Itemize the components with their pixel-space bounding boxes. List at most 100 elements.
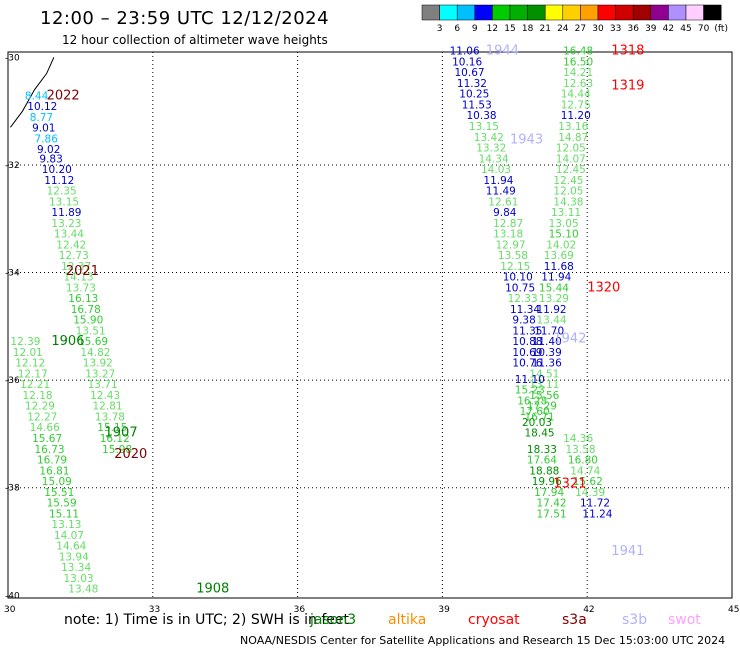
wave-height-point[interactable]: 11.89 bbox=[51, 207, 81, 219]
pass-label[interactable]: 2021 bbox=[66, 264, 99, 279]
wave-height-point[interactable]: 12.97 bbox=[496, 239, 526, 251]
wave-height-point[interactable]: 13.23 bbox=[51, 218, 81, 230]
wave-height-point[interactable]: 16.79 bbox=[37, 455, 67, 467]
wave-height-point[interactable]: 11.24 bbox=[582, 508, 612, 520]
wave-height-point[interactable]: 14.87 bbox=[558, 132, 588, 144]
wave-height-point[interactable]: 14.74 bbox=[570, 465, 600, 477]
wave-height-point[interactable]: 13.11 bbox=[529, 379, 559, 391]
wave-height-point[interactable]: 11.70 bbox=[534, 325, 564, 337]
pass-label[interactable]: 1906 bbox=[51, 334, 84, 349]
wave-height-point[interactable]: 16.12 bbox=[100, 433, 130, 445]
wave-height-point[interactable]: 14.64 bbox=[56, 541, 86, 553]
wave-height-point[interactable]: 15.56 bbox=[529, 390, 559, 402]
wave-height-point[interactable]: 16.28 bbox=[517, 395, 547, 407]
wave-height-point[interactable]: 12.29 bbox=[25, 401, 55, 413]
wave-height-point[interactable]: 10.12 bbox=[27, 101, 57, 113]
wave-height-point[interactable]: 11.35 bbox=[512, 325, 542, 337]
wave-height-point[interactable]: 11.40 bbox=[532, 336, 562, 348]
wave-height-point[interactable]: 18.88 bbox=[529, 465, 559, 477]
pass-label[interactable]: 1907 bbox=[105, 426, 138, 441]
wave-height-point[interactable]: 11.06 bbox=[450, 46, 480, 58]
wave-height-point[interactable]: 15.51 bbox=[44, 487, 74, 499]
wave-height-point[interactable]: 15.69 bbox=[78, 336, 108, 348]
wave-height-point[interactable]: 9.38 bbox=[512, 315, 535, 327]
wave-height-point[interactable]: 15.62 bbox=[573, 476, 603, 488]
wave-height-point[interactable]: 10.76 bbox=[512, 358, 542, 370]
wave-height-point[interactable]: 17.42 bbox=[537, 498, 567, 510]
wave-height-point[interactable]: 11.68 bbox=[544, 261, 574, 273]
pass-label[interactable]: 1321 bbox=[553, 477, 586, 492]
wave-height-point[interactable]: 16.78 bbox=[71, 304, 101, 316]
wave-height-point[interactable]: 11.36 bbox=[532, 358, 562, 370]
wave-height-point[interactable]: 13.71 bbox=[88, 379, 118, 391]
wave-height-point[interactable]: 9.84 bbox=[493, 207, 517, 219]
wave-height-point[interactable]: 14.66 bbox=[30, 422, 60, 434]
wave-height-point[interactable]: 13.44 bbox=[54, 229, 84, 241]
wave-height-point[interactable]: 14.39 bbox=[575, 487, 605, 499]
wave-height-point[interactable]: 14.13 bbox=[64, 272, 94, 284]
wave-height-point[interactable]: 11.92 bbox=[537, 304, 567, 316]
wave-height-point[interactable]: 10.67 bbox=[455, 67, 485, 79]
wave-height-point[interactable]: 15.15 bbox=[97, 422, 127, 434]
wave-height-point[interactable]: 12.33 bbox=[508, 293, 538, 305]
wave-height-point[interactable]: 13.27 bbox=[85, 368, 115, 380]
wave-height-point[interactable]: 10.16 bbox=[452, 56, 482, 68]
wave-height-point[interactable]: 17.51 bbox=[537, 508, 567, 520]
wave-height-point[interactable]: 15.23 bbox=[515, 385, 545, 397]
wave-height-point[interactable]: 12.42 bbox=[56, 239, 86, 251]
wave-height-point[interactable]: 13.48 bbox=[68, 584, 98, 596]
wave-height-point[interactable]: 13.13 bbox=[51, 519, 81, 531]
wave-height-point[interactable]: 16.81 bbox=[39, 465, 69, 477]
wave-height-point[interactable]: 18.45 bbox=[525, 428, 555, 440]
wave-height-point[interactable]: 11.32 bbox=[457, 78, 487, 90]
wave-height-point[interactable]: 16.13 bbox=[68, 293, 98, 305]
wave-height-point[interactable]: 16.50 bbox=[563, 56, 593, 68]
wave-height-point[interactable]: 12.61 bbox=[488, 196, 518, 208]
wave-height-point[interactable]: 14.51 bbox=[529, 368, 559, 380]
pass-label[interactable]: 1318 bbox=[611, 44, 644, 59]
wave-height-point[interactable]: 12.87 bbox=[493, 218, 523, 230]
wave-height-point[interactable]: 14.07 bbox=[54, 530, 84, 542]
wave-height-point[interactable]: 13.32 bbox=[476, 143, 506, 155]
wave-height-point[interactable]: 12.05 bbox=[553, 186, 583, 198]
wave-height-point[interactable]: 11.10 bbox=[515, 374, 545, 386]
pass-label[interactable]: 1942 bbox=[553, 332, 586, 347]
wave-height-point[interactable]: 13.15 bbox=[49, 196, 79, 208]
wave-height-point[interactable]: 12.45 bbox=[556, 164, 586, 176]
wave-height-point[interactable]: 12.39 bbox=[10, 336, 40, 348]
wave-height-point[interactable]: 13.58 bbox=[498, 250, 528, 262]
wave-height-point[interactable]: 14.38 bbox=[553, 196, 583, 208]
wave-height-point[interactable]: 12.01 bbox=[13, 347, 43, 359]
wave-height-point[interactable]: 13.16 bbox=[558, 121, 588, 133]
wave-height-point[interactable]: 12.37 bbox=[61, 261, 91, 273]
wave-height-point[interactable]: 13.15 bbox=[469, 121, 499, 133]
wave-height-point[interactable]: 11.20 bbox=[561, 110, 591, 122]
wave-height-point[interactable]: 15.98 bbox=[102, 444, 132, 456]
wave-height-point[interactable]: 14.03 bbox=[481, 164, 511, 176]
wave-height-point[interactable]: 15.44 bbox=[539, 282, 569, 294]
wave-height-point[interactable]: 12.35 bbox=[47, 186, 77, 198]
wave-height-point[interactable]: 12.18 bbox=[23, 390, 53, 402]
wave-height-point[interactable]: 10.39 bbox=[532, 347, 562, 359]
wave-height-point[interactable]: 10.25 bbox=[459, 89, 489, 101]
wave-height-point[interactable]: 14.36 bbox=[563, 433, 593, 445]
wave-height-point[interactable]: 15.90 bbox=[73, 315, 103, 327]
wave-height-point[interactable]: 13.78 bbox=[95, 412, 125, 424]
wave-height-point[interactable]: 16.73 bbox=[35, 444, 65, 456]
wave-height-point[interactable]: 13.92 bbox=[83, 358, 113, 370]
wave-height-point[interactable]: 10.88 bbox=[512, 336, 542, 348]
wave-height-point[interactable]: 14.44 bbox=[561, 89, 591, 101]
wave-height-point[interactable]: 12.05 bbox=[556, 143, 586, 155]
wave-height-point[interactable]: 15.09 bbox=[42, 476, 72, 488]
wave-height-point[interactable]: 16.80 bbox=[568, 455, 598, 467]
wave-height-point[interactable]: 14.07 bbox=[556, 153, 586, 165]
wave-height-point[interactable]: 13.42 bbox=[474, 132, 504, 144]
wave-height-point[interactable]: 9.01 bbox=[32, 123, 55, 135]
wave-height-point[interactable]: 17.60 bbox=[520, 406, 550, 418]
wave-height-point[interactable]: 12.63 bbox=[563, 78, 593, 90]
wave-height-point[interactable]: 7.86 bbox=[35, 133, 59, 145]
wave-height-point[interactable]: 16.71 bbox=[525, 412, 555, 424]
pass-label[interactable]: 1941 bbox=[611, 544, 644, 559]
wave-height-point[interactable]: 10.20 bbox=[42, 164, 72, 176]
wave-height-point[interactable]: 12.12 bbox=[15, 358, 45, 370]
